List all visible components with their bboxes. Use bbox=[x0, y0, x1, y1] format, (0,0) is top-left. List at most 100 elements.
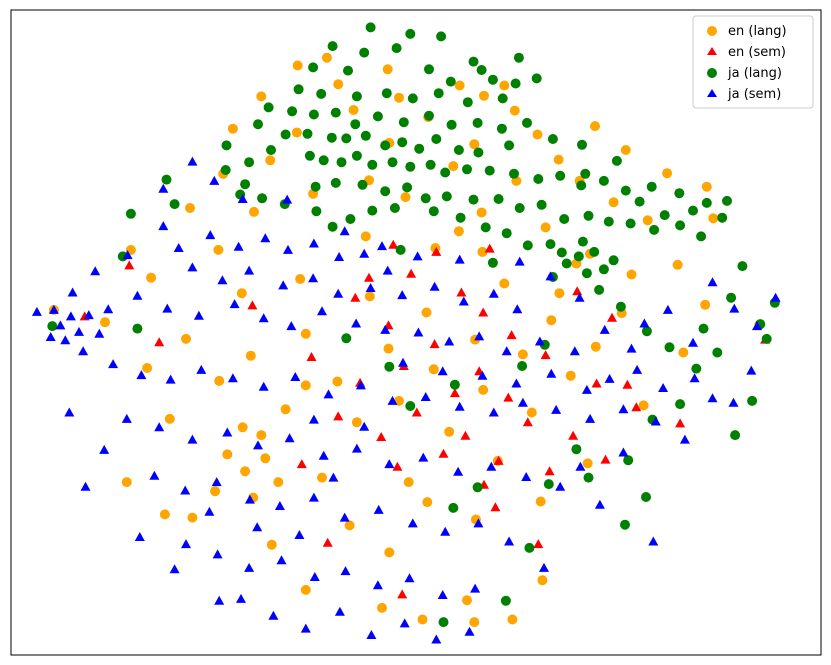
point-ja-sem-162 bbox=[574, 292, 585, 302]
point-ja-lang-100 bbox=[367, 205, 378, 216]
point-ja-lang-5 bbox=[391, 43, 402, 54]
point-en-lang-19 bbox=[553, 154, 564, 165]
legend: en (lang) en (sem) ja (lang) ja (sem) bbox=[692, 15, 814, 109]
point-ja-sem-95 bbox=[340, 566, 351, 576]
point-ja-sem-11 bbox=[205, 230, 216, 240]
point-ja-sem-135 bbox=[67, 287, 78, 297]
point-en-sem-7 bbox=[506, 330, 517, 340]
point-ja-lang-81 bbox=[603, 216, 614, 227]
point-ja-sem-43 bbox=[501, 346, 512, 356]
point-ja-lang-72 bbox=[402, 182, 413, 193]
point-en-lang-8 bbox=[348, 105, 359, 115]
point-ja-sem-161 bbox=[545, 271, 556, 281]
point-ja-sem-57 bbox=[454, 401, 465, 411]
point-ja-lang-63 bbox=[620, 185, 631, 196]
point-ja-sem-80 bbox=[211, 477, 222, 487]
point-en-lang-64 bbox=[678, 347, 689, 358]
point-ja-lang-57 bbox=[484, 165, 495, 176]
point-ja-sem-145 bbox=[252, 522, 263, 532]
point-en-sem-20 bbox=[568, 430, 579, 440]
legend-entry-ja-lang: ja (lang) bbox=[707, 66, 782, 81]
point-ja-lang-33 bbox=[522, 117, 532, 128]
point-en-lang-17 bbox=[620, 145, 631, 155]
point-ja-lang-79 bbox=[559, 214, 570, 224]
point-en-lang-77 bbox=[164, 413, 175, 424]
point-ja-sem-115 bbox=[594, 499, 605, 509]
point-ja-sem-72 bbox=[384, 459, 395, 469]
point-ja-sem-7 bbox=[60, 335, 71, 345]
point-ja-lang-40 bbox=[414, 143, 425, 154]
point-en-sem-22 bbox=[493, 455, 504, 465]
point-ja-lang-78 bbox=[536, 199, 547, 210]
point-ja-lang-71 bbox=[380, 186, 391, 197]
point-ja-sem-84 bbox=[339, 512, 350, 522]
point-en-lang-16 bbox=[469, 139, 480, 150]
point-ja-lang-115 bbox=[580, 168, 591, 179]
point-en-lang-65 bbox=[428, 364, 439, 375]
point-en-lang-107 bbox=[554, 288, 565, 299]
point-ja-lang-150 bbox=[487, 257, 498, 268]
point-ja-lang-88 bbox=[573, 251, 584, 262]
point-en-lang-74 bbox=[280, 404, 291, 415]
point-en-lang-20 bbox=[448, 161, 459, 172]
point-ja-sem-96 bbox=[372, 580, 383, 590]
point-en-lang-84 bbox=[210, 486, 221, 497]
point-ja-sem-76 bbox=[521, 472, 532, 481]
point-en-sem-15 bbox=[591, 378, 602, 388]
point-ja-lang-160 bbox=[524, 542, 535, 553]
point-en-lang-102 bbox=[469, 617, 480, 628]
point-en-lang-69 bbox=[478, 384, 489, 395]
point-ja-sem-49 bbox=[196, 364, 207, 374]
point-ja-sem-150 bbox=[398, 357, 408, 367]
point-en-lang-89 bbox=[317, 472, 327, 483]
point-en-lang-76 bbox=[444, 426, 455, 437]
point-ja-lang-16 bbox=[351, 91, 362, 102]
point-en-sem-2 bbox=[406, 268, 417, 278]
point-en-lang-108 bbox=[453, 226, 464, 237]
point-ja-sem-101 bbox=[268, 610, 279, 620]
point-ja-lang-69 bbox=[330, 177, 341, 188]
point-ja-sem-75 bbox=[486, 461, 497, 471]
point-ja-lang-132 bbox=[761, 333, 772, 344]
point-en-sem-17 bbox=[522, 417, 533, 427]
point-ja-lang-23 bbox=[287, 106, 298, 117]
point-ja-sem-132 bbox=[158, 183, 169, 193]
point-ja-lang-153 bbox=[161, 174, 172, 185]
point-ja-sem-3 bbox=[74, 326, 84, 336]
point-en-lang-2 bbox=[499, 80, 510, 91]
point-ja-sem-32 bbox=[162, 303, 173, 313]
point-en-lang-33 bbox=[642, 215, 653, 226]
point-ja-sem-106 bbox=[431, 634, 442, 644]
point-ja-sem-21 bbox=[244, 265, 255, 275]
point-ja-sem-79 bbox=[180, 485, 191, 495]
point-ja-lang-140 bbox=[583, 472, 594, 483]
point-en-lang-46 bbox=[295, 274, 306, 284]
point-ja-lang-162 bbox=[438, 617, 449, 628]
point-ja-lang-141 bbox=[543, 479, 554, 490]
point-en-lang-88 bbox=[121, 477, 132, 488]
point-ja-lang-158 bbox=[132, 323, 143, 334]
point-ja-sem-52 bbox=[290, 372, 301, 381]
point-ja-lang-143 bbox=[571, 444, 582, 455]
point-en-lang-4 bbox=[454, 80, 465, 91]
point-ja-sem-27 bbox=[429, 281, 440, 291]
point-ja-sem-155 bbox=[581, 384, 592, 394]
point-ja-lang-8 bbox=[308, 62, 319, 73]
point-ja-sem-37 bbox=[317, 306, 327, 316]
point-ja-sem-10 bbox=[173, 243, 184, 252]
point-ja-lang-136 bbox=[730, 430, 741, 441]
point-ja-sem-1 bbox=[55, 320, 66, 330]
point-ja-lang-77 bbox=[514, 203, 525, 213]
point-ja-sem-2 bbox=[65, 311, 76, 321]
point-ja-sem-124 bbox=[752, 321, 762, 331]
point-ja-lang-148 bbox=[517, 361, 528, 371]
point-ja-lang-118 bbox=[659, 210, 670, 221]
point-en-lang-97 bbox=[384, 547, 395, 558]
point-en-lang-14 bbox=[532, 129, 543, 140]
point-ja-lang-87 bbox=[556, 247, 567, 258]
point-en-lang-109 bbox=[321, 52, 332, 63]
legend-label-ja-sem: ja (sem) bbox=[727, 87, 781, 102]
point-ja-sem-65 bbox=[154, 422, 165, 432]
point-ja-lang-96 bbox=[455, 212, 466, 223]
point-en-lang-80 bbox=[222, 449, 233, 460]
